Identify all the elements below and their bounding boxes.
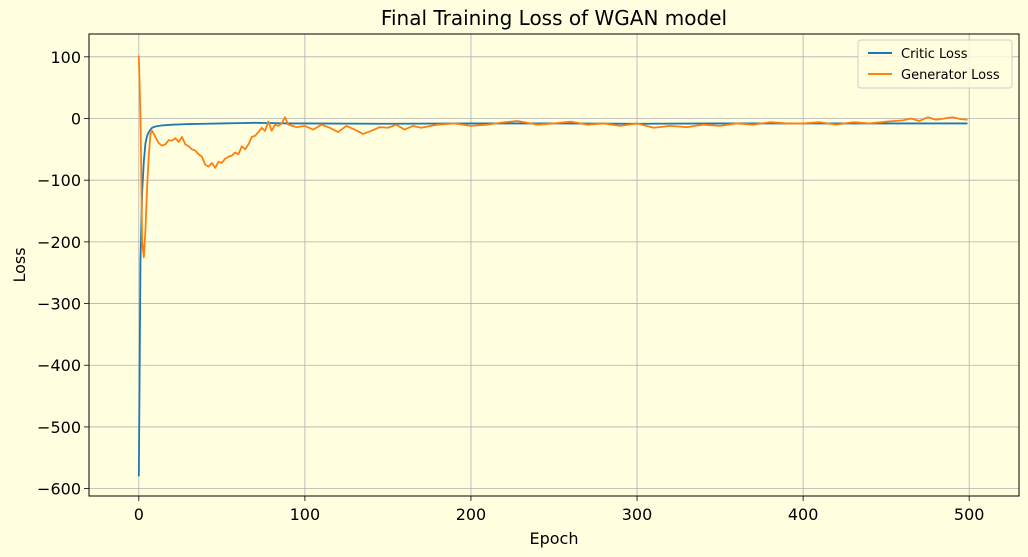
plot-area — [89, 34, 1019, 496]
x-tick-label: 400 — [788, 505, 819, 524]
y-tick-label: −600 — [37, 480, 81, 499]
y-tick-label: 0 — [71, 110, 81, 129]
x-tick-label: 100 — [290, 505, 321, 524]
legend-box — [857, 39, 1013, 89]
legend: Critic Loss Generator Loss — [857, 39, 1013, 89]
ticks: 0 100 200 300 400 500 100 0 −100 −200 −300 −400 −500… — [37, 48, 984, 524]
x-tick-label: 300 — [622, 505, 653, 524]
chart-title: Final Training Loss of WGAN model — [381, 6, 727, 30]
legend-label-critic: Critic Loss — [901, 47, 968, 62]
x-tick-label: 0 — [134, 505, 144, 524]
x-axis-label: Epoch — [530, 529, 579, 548]
y-tick-label: −300 — [37, 295, 81, 314]
series-lines — [137, 55, 968, 477]
y-tick-label: −100 — [37, 171, 81, 190]
y-tick-label: 100 — [50, 48, 81, 67]
y-axis-label: Loss — [10, 247, 29, 282]
x-tick-label: 500 — [954, 505, 985, 524]
legend-label-generator: Generator Loss — [901, 68, 1000, 83]
critic-loss-line — [137, 121, 968, 477]
y-tick-label: −500 — [37, 418, 81, 437]
y-tick-label: −400 — [37, 356, 81, 375]
plot-frame — [88, 33, 1020, 497]
y-tick-label: −200 — [37, 233, 81, 252]
generator-loss-line — [137, 55, 968, 259]
x-tick-label: 200 — [456, 505, 487, 524]
